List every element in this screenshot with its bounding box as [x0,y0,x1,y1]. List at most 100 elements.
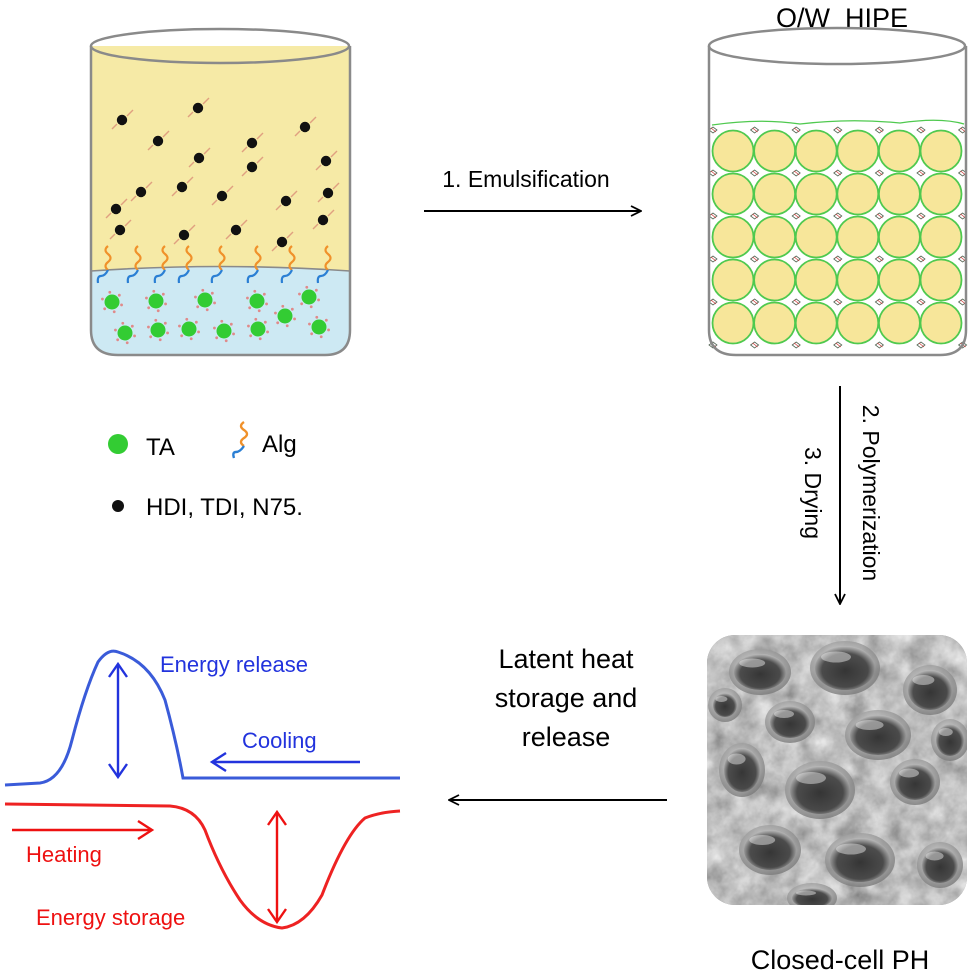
hipe-droplet [919,172,963,216]
hipe-droplet [919,258,963,302]
isocyanate-molecules [105,97,340,252]
dsc-curves: Energy release Cooling Heating Energy st… [4,649,401,930]
alginate-chain [126,245,142,284]
hipe-droplet [836,215,880,259]
isocyanate-molecule [109,219,132,240]
isocyanate-molecule [275,190,298,211]
latent-heat-line-1: Latent heat [498,644,634,674]
ta-legend-label: TA [146,434,175,461]
hipe-droplet [836,172,880,216]
sem-cell [787,883,837,905]
alginate-chain [177,245,193,284]
isocyanate-legend-label: HDI, TDI, N75. [146,494,303,521]
hipe-droplet [753,215,796,259]
alginate-chain [96,245,112,284]
sem-cell [825,833,895,887]
sem-cell [810,641,880,695]
hipe-droplet [711,172,755,216]
hipe-droplet [836,301,880,345]
ta-particle [145,289,167,313]
sem-cell [765,701,815,743]
sem-cell [890,759,940,805]
closed-cell-label: Closed-cell PH [751,945,930,975]
isocyanate-molecule [187,97,210,118]
step-emulsification: 1. Emulsification [442,166,609,192]
hipe-droplet [919,129,963,173]
ta-particle [101,290,123,314]
hipe-droplet [919,215,963,259]
isocyanate-molecule [147,130,170,151]
isocyanate-molecule [294,116,317,137]
hipe-droplet [711,301,755,345]
beaker-2: O/W HIPE [707,3,968,357]
legend: TA Alg HDI, TDI, N75. [108,421,303,521]
sem-cell [931,719,967,761]
alginate-chain [246,245,262,284]
energy-release-label: Energy release [160,652,308,677]
hipe-droplet [836,129,880,173]
ta-particle [213,319,235,343]
alginate-chain [210,245,226,284]
beaker-1 [89,27,352,357]
hipe-droplet [794,172,838,216]
hipe-droplet [753,258,796,302]
isocyanate-molecule [312,209,335,230]
alginate-chain [153,245,169,284]
hipe-droplet [711,129,755,173]
isocyanate-molecule [105,198,128,219]
hipe-droplet [794,301,838,345]
hipe-droplet [878,301,921,345]
ta-particles [101,285,330,345]
sem-micrograph [707,635,967,905]
heating-curve [4,802,401,930]
ta-particle [147,318,169,342]
ta-particle [274,304,296,328]
hipe-droplet [753,172,796,216]
alg-legend-label: Alg [262,431,297,458]
sem-cell [903,665,957,715]
sem-cell [729,649,791,695]
step-drying: 3. Drying [800,447,826,539]
isocyanate-legend-icon [112,500,124,512]
alginate-chain [280,245,296,284]
cooling-label: Cooling [242,728,317,753]
hipe-droplet [919,301,963,345]
hipe-droplet [878,129,921,173]
beaker-2-rim [707,26,967,66]
hipe-droplet [878,258,921,302]
hipe-droplet [794,129,838,173]
beaker-2-wall [707,46,968,357]
beaker-1-wall [89,46,352,357]
step-polymerization: 2. Polymerization [858,405,884,581]
ta-particle [298,285,320,309]
sem-cell [785,761,855,819]
isocyanate-molecule [315,150,338,171]
isocyanate-molecule [171,176,194,197]
isocyanate-molecule [317,182,340,203]
hipe-droplet [878,215,921,259]
heating-label: Heating [26,842,102,867]
hipe-droplet [711,258,755,302]
isocyanate-molecule [188,147,211,168]
ta-legend-icon [108,434,128,454]
ta-particle [114,321,136,345]
latent-heat-line-2: storage and [495,683,638,713]
isocyanate-molecule [271,231,294,252]
cooling-curve [4,649,400,787]
latent-heat-line-3: release [522,722,611,752]
alginate-chain [316,245,332,284]
beaker-1-rim [89,27,351,65]
hipe-droplet [753,129,796,173]
isocyanate-molecule [130,181,153,202]
isocyanate-molecule [111,109,134,130]
hipe-droplet [753,301,796,345]
alg-legend-icon [232,421,249,459]
isocyanate-molecule [241,156,264,177]
hipe-droplets [708,119,968,349]
hipe-droplet [794,215,838,259]
oil-phase [91,46,350,271]
ta-particle [247,317,269,341]
isocyanate-molecule [241,132,264,153]
sem-cell [708,688,742,722]
